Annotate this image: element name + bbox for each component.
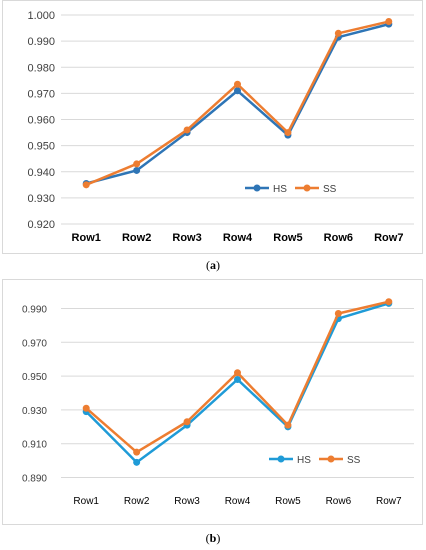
y-tick-label-b-4: 0.970 — [22, 338, 47, 349]
legend-label-b-hs: HS — [297, 455, 311, 466]
series-line-a-hs — [85, 22, 390, 185]
x-tick-label-b-4: Row5 — [275, 496, 301, 507]
legend-marker-b-ss — [327, 455, 335, 463]
point-b-ss-0 — [82, 404, 90, 412]
series-line-a-ss — [85, 20, 390, 186]
x-tick-label-b-6: Row7 — [376, 496, 402, 507]
y-tick-label-a-4: 0.960 — [27, 115, 55, 127]
point-b-ss-5 — [334, 310, 342, 318]
line-chart-b: 0.890 0.910 0.930 0.950 0.970 0.990 Row1 Row2 Ro… — [22, 298, 414, 507]
caption-b: (b) — [205, 531, 221, 545]
y-tick-label-a-2: 0.940 — [27, 167, 55, 179]
x-tick-label-a-6: Row7 — [374, 232, 403, 244]
y-tick-label-a-7: 0.990 — [27, 36, 55, 48]
x-tick-label-a-0: Row1 — [72, 232, 101, 244]
x-tick-label-b-3: Row4 — [225, 496, 251, 507]
legend-label-b-ss: SS — [347, 455, 361, 466]
line-chart-a: 0.920 0.930 0.940 0.950 0.960 0.970 0.980 0.990… — [27, 10, 414, 244]
point-b-hs-1 — [133, 458, 141, 466]
point-b-hs-3 — [234, 375, 241, 383]
y-tick-label-b-5: 0.990 — [22, 304, 47, 315]
y-tick-label-a-8: 1.000 — [27, 10, 55, 22]
point-a-hs-1 — [133, 166, 141, 174]
y-tick-label-a-3: 0.950 — [27, 141, 55, 153]
point-b-ss-1 — [133, 448, 141, 456]
y-tick-label-b-2: 0.930 — [22, 406, 47, 417]
caption-a-letter: a — [210, 258, 216, 272]
x-tick-label-a-5: Row6 — [324, 232, 353, 244]
x-tick-label-a-2: Row3 — [172, 232, 201, 244]
legend-label-a-hs: HS — [273, 184, 287, 195]
x-tick-label-b-0: Row1 — [73, 496, 99, 507]
point-b-ss-4 — [284, 421, 292, 429]
caption-b-letter: b — [209, 531, 217, 545]
point-a-ss-1 — [133, 160, 141, 168]
chart-panel-a: 0.920 0.930 0.940 0.950 0.960 0.970 0.980 0.990… — [2, 0, 423, 254]
chart-panel-b: 0.890 0.910 0.930 0.950 0.970 0.990 Row1 Row2 Ro… — [2, 279, 423, 525]
y-tick-label-b-1: 0.910 — [22, 440, 47, 451]
x-tick-label-b-5: Row6 — [326, 496, 352, 507]
point-b-ss-6 — [385, 298, 393, 306]
x-tick-label-a-4: Row5 — [273, 232, 302, 244]
x-tick-label-a-3: Row4 — [223, 232, 253, 244]
point-a-ss-0 — [82, 181, 90, 189]
x-tick-label-b-1: Row2 — [124, 496, 150, 507]
y-tick-label-b-3: 0.950 — [22, 372, 47, 383]
x-tick-label-a-1: Row2 — [122, 232, 151, 244]
y-tick-label-b-0: 0.890 — [22, 474, 47, 485]
legend-marker-b-hs — [277, 455, 285, 463]
point-b-ss-2 — [183, 418, 191, 426]
point-a-hs-3 — [234, 87, 241, 95]
x-tick-label-b-2: Row3 — [174, 496, 200, 507]
legend-marker-a-ss — [303, 184, 311, 192]
point-a-ss-6 — [385, 18, 393, 26]
legend-marker-a-hs — [253, 184, 261, 192]
point-b-ss-3 — [234, 369, 241, 377]
point-a-ss-5 — [334, 29, 342, 37]
y-tick-label-a-5: 0.970 — [27, 88, 55, 100]
point-a-ss-4 — [284, 129, 292, 137]
y-tick-label-a-0: 0.920 — [27, 219, 55, 231]
point-a-ss-3 — [234, 80, 241, 88]
caption-a: (a) — [206, 258, 220, 272]
y-tick-label-a-6: 0.980 — [27, 62, 55, 74]
y-tick-label-a-1: 0.930 — [27, 193, 55, 205]
point-a-ss-2 — [183, 126, 191, 134]
legend-label-a-ss: SS — [323, 184, 337, 195]
